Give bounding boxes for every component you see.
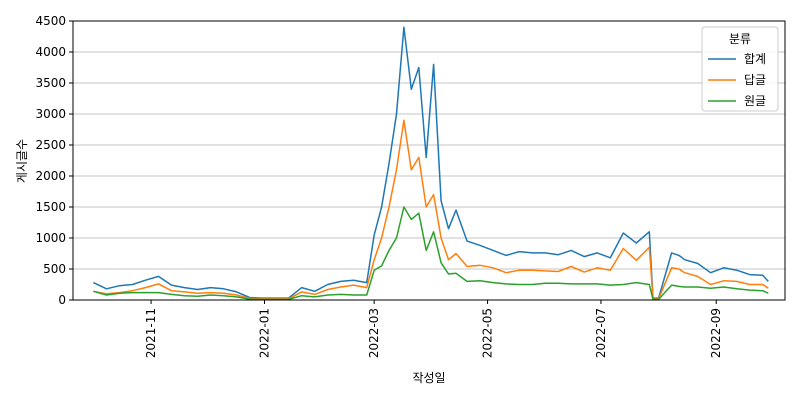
legend-box [701,26,779,112]
legend-label: 합계 [744,52,766,66]
y-tick-label: 4000 [35,45,66,59]
legend-label: 답글 [744,73,766,87]
y-axis-ticks: 0 500 1000 1500 2000 2500 3000 3500 4000 4500 [35,14,73,307]
y-tick-label: 2500 [35,138,66,152]
x-tick-label: 2021-11 [144,308,158,358]
y-axis-title: 게시글수 [15,139,29,183]
x-tick-label: 2022-03 [367,308,381,358]
y-tick-label: 500 [43,262,66,276]
grid-lines [73,20,785,301]
series-line-0 [93,26,769,299]
y-tick-label: 3000 [35,107,66,121]
y-tick-label: 1000 [35,231,66,245]
y-tick-label: 0 [58,293,66,307]
y-tick-label: 2000 [35,169,66,183]
x-axis-ticks: 2021-11 2022-01 2022-03 2022-05 2022-07 2022-… [144,300,723,358]
legend-title: 분류 [729,32,751,46]
x-tick-label: 2022-05 [481,308,495,358]
x-axis-title: 작성일 [412,371,445,385]
series-lines [93,26,769,301]
series-line-2 [93,206,769,301]
y-tick-label: 1500 [35,200,66,214]
x-tick-label: 2022-01 [257,308,271,358]
legend-label: 원글 [744,94,766,108]
y-tick-label: 4500 [35,14,66,28]
x-tick-label: 2022-09 [709,308,723,358]
x-tick-label: 2022-07 [594,308,608,358]
y-tick-label: 3500 [35,76,66,90]
plot-frame [72,20,786,301]
series-line-1 [93,119,769,300]
